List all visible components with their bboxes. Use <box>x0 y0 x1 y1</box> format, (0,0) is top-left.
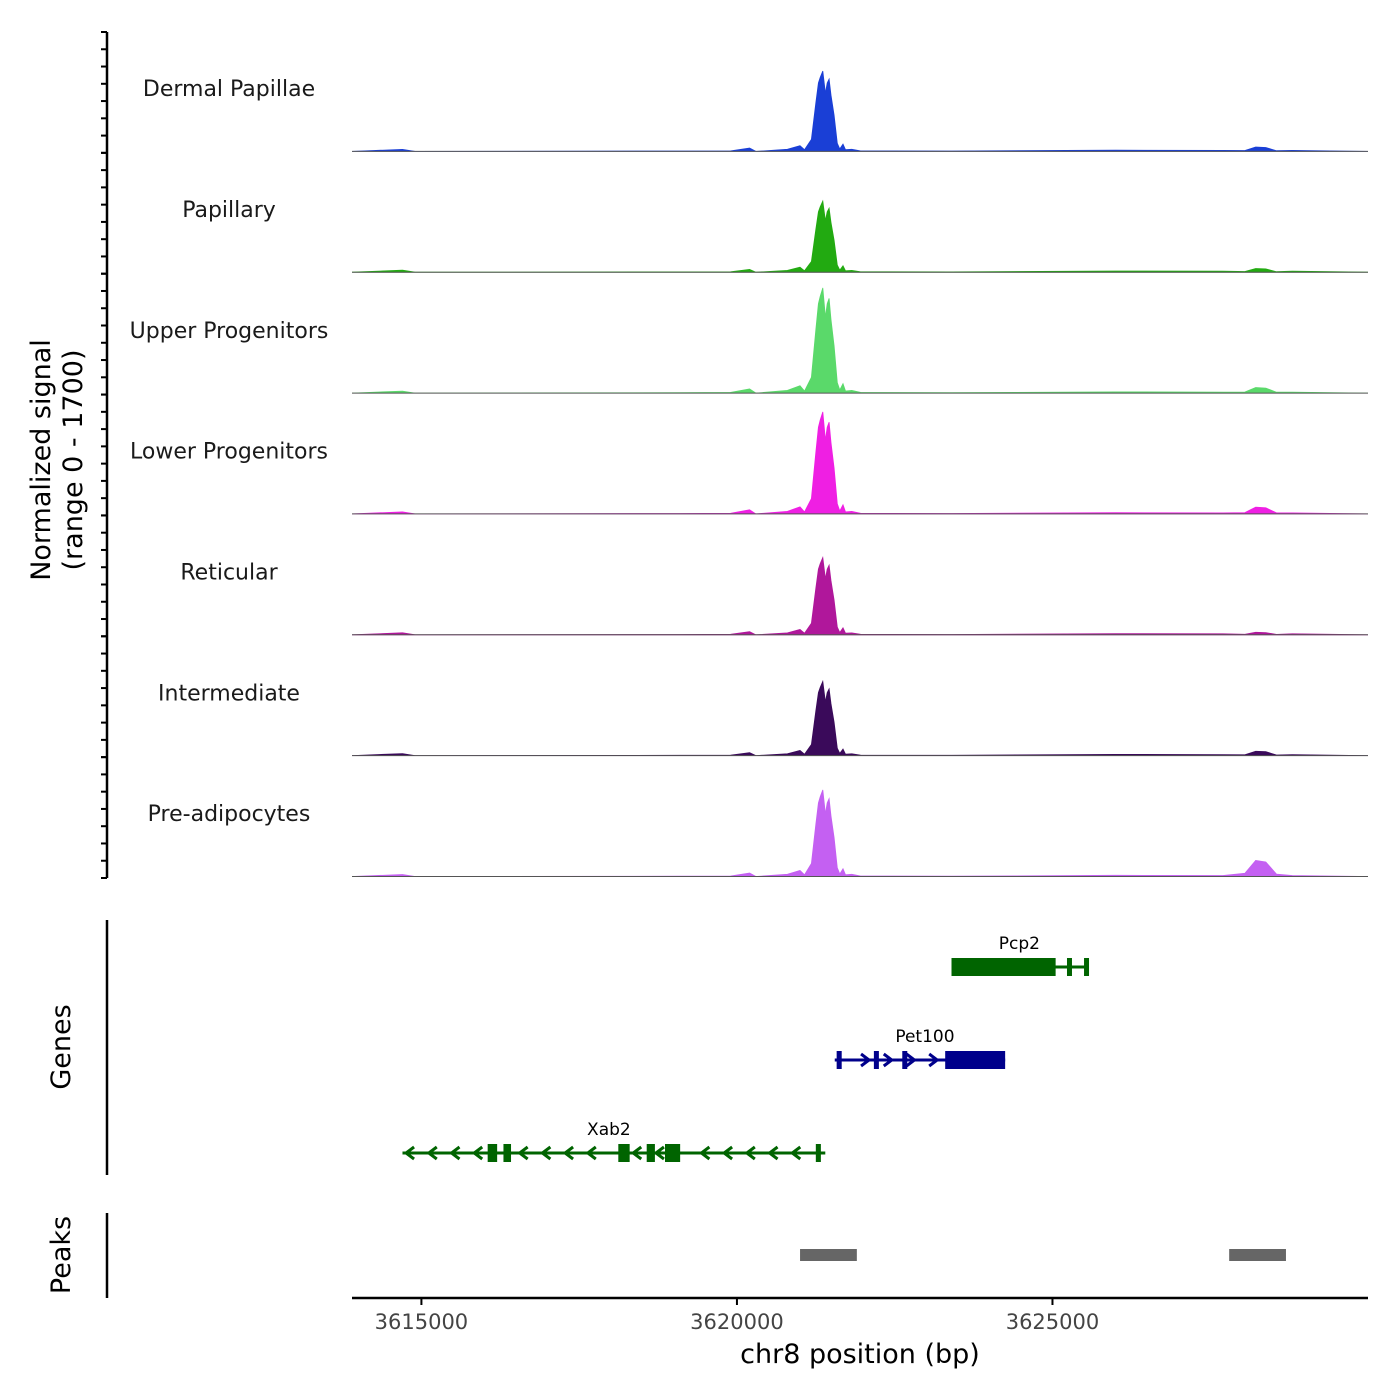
gene-exon <box>503 1144 512 1162</box>
gene-strand-arrow <box>562 1145 574 1161</box>
gene-exon <box>902 1051 908 1069</box>
gene-strand-arrow <box>767 1145 779 1161</box>
coverage-tracks: Dermal Papillae Papillary Upper Progenitor… <box>130 70 1369 877</box>
x-tick-label: 3625000 <box>1006 1310 1100 1334</box>
gene-exon <box>618 1144 630 1162</box>
gene-strand-arrow <box>426 1145 438 1161</box>
gene-strand-arrow <box>905 1052 917 1068</box>
peak-region <box>1229 1249 1286 1261</box>
track-label: Lower Progenitors <box>130 440 328 465</box>
coverage-signal-area <box>351 70 1369 152</box>
x-tick-label: 3620000 <box>690 1310 784 1334</box>
gene-strand-arrow <box>860 1052 872 1068</box>
track-label: Pre-adipocytes <box>148 802 311 827</box>
track-label: Upper Progenitors <box>130 319 329 344</box>
peaks-axis-label: Peaks <box>46 1216 77 1294</box>
coverage-signal-area <box>351 555 1369 636</box>
gene-label: Pet100 <box>895 1027 954 1047</box>
coverage-signal-area <box>351 199 1369 273</box>
gene-label: Pcp2 <box>999 934 1040 954</box>
coverage-ylabel-line2: (range 0 - 1700) <box>58 350 89 571</box>
gene-strand-arrow <box>585 1145 597 1161</box>
gene-exon <box>873 1051 879 1069</box>
gene-strand-arrow <box>721 1145 734 1161</box>
peaks-track <box>800 1249 1286 1261</box>
gene-strand-arrow <box>630 1145 643 1161</box>
coverage-y-axis <box>101 31 109 879</box>
gene-exon <box>951 958 1056 976</box>
gene-annotation-track: Pcp2 Pet100 Xab2 <box>402 934 1090 1162</box>
track-label: Papillary <box>182 198 276 223</box>
gene-exon <box>665 1144 681 1162</box>
gene-label: Xab2 <box>587 1120 631 1140</box>
gene-strand-arrow <box>744 1145 756 1161</box>
gene-strand-arrow <box>471 1145 484 1161</box>
coverage-ylabel-line1: Normalized signal <box>26 339 57 581</box>
gene-strand-arrow <box>928 1052 940 1068</box>
coverage-signal-area <box>351 789 1369 877</box>
x-axis: 3615000 3620000 3625000 <box>352 1296 1368 1334</box>
coverage-signal-area <box>351 287 1369 394</box>
gene-exon <box>1084 958 1090 976</box>
coverage-signal-area <box>351 679 1369 757</box>
gene-strand-arrow <box>882 1052 895 1068</box>
coverage-signal-area <box>351 411 1369 515</box>
track-label: Dermal Papillae <box>143 77 315 102</box>
peak-region <box>800 1249 857 1261</box>
x-tick-label: 3615000 <box>375 1310 469 1334</box>
gene-strand-arrow <box>517 1145 529 1161</box>
gene-exon <box>1066 958 1072 976</box>
gene-exon <box>487 1144 498 1162</box>
x-axis-title: chr8 position (bp) <box>740 1339 980 1370</box>
track-label: Intermediate <box>158 681 300 706</box>
gene-strand-arrow <box>698 1145 711 1161</box>
gene-strand-arrow <box>539 1145 552 1161</box>
track-label: Reticular <box>180 560 278 585</box>
gene-strand-arrow <box>653 1145 665 1161</box>
gene-exon <box>945 1051 1006 1069</box>
genes-axis-label: Genes <box>46 1004 77 1089</box>
gene-strand-arrow <box>448 1145 461 1161</box>
gene-strand-arrow <box>403 1145 415 1161</box>
gene-exon <box>815 1144 821 1162</box>
gene-exon <box>836 1051 842 1069</box>
gene-strand-arrow <box>789 1145 802 1161</box>
gene-exon <box>646 1144 655 1162</box>
